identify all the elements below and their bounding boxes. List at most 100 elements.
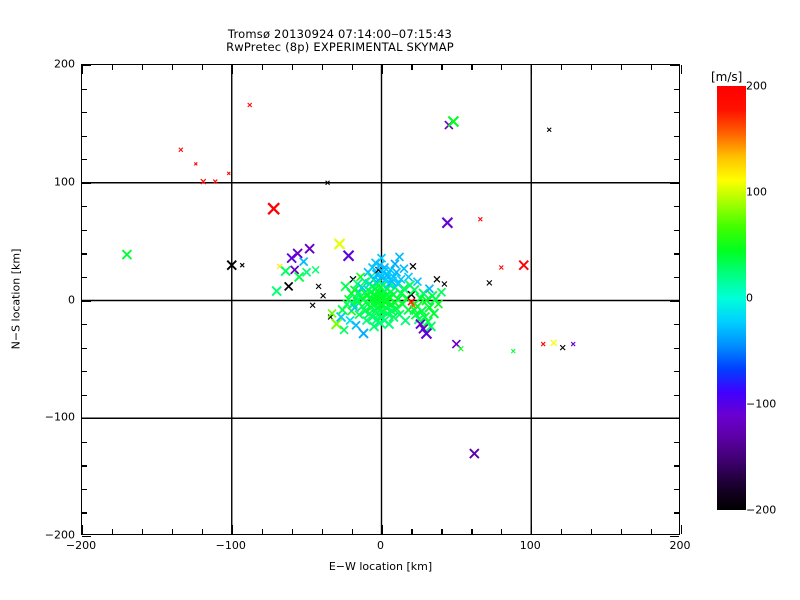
tick-mark (670, 418, 679, 420)
x-tick-label: 0 (377, 539, 384, 552)
tick-mark (411, 529, 413, 534)
tick-mark (621, 65, 623, 70)
x-tick-label: 100 (519, 539, 541, 552)
tick-mark (381, 65, 383, 74)
tick-mark (674, 512, 679, 514)
tick-mark (674, 324, 679, 326)
tick-mark (674, 371, 679, 373)
tick-mark (670, 536, 679, 538)
tick-mark (82, 135, 87, 137)
tick-mark (621, 529, 623, 534)
tick-mark (670, 182, 679, 184)
y-tick-label: −200 (44, 528, 75, 542)
tick-mark (674, 206, 679, 208)
tick-mark (531, 65, 533, 74)
tick-mark (674, 112, 679, 114)
tick-mark (82, 525, 84, 534)
tick-mark (82, 182, 91, 184)
tick-mark (471, 529, 473, 534)
tick-mark (82, 536, 91, 538)
tick-mark (351, 529, 353, 534)
tick-mark (82, 441, 87, 443)
tick-mark (231, 65, 233, 74)
tick-mark (261, 65, 263, 70)
plot-area (81, 64, 683, 538)
tick-mark (674, 276, 679, 279)
colorbar-tick-label: 200 (746, 79, 767, 93)
tick-mark (82, 65, 91, 67)
tick-mark (674, 394, 679, 396)
tick-mark (674, 488, 679, 491)
tick-mark (501, 529, 503, 534)
tick-mark (674, 347, 679, 349)
tick-mark (411, 65, 413, 70)
y-tick-label: 100 (54, 175, 75, 189)
colorbar-tick-label: 100 (746, 185, 767, 199)
colorbar-tick-label: −200 (746, 503, 777, 517)
tick-mark (531, 525, 533, 534)
tick-mark (321, 529, 323, 534)
tick-mark (681, 65, 683, 74)
title-line-1: Tromsø 20130924 07:14:00‒07:15:43 (227, 27, 453, 41)
tick-mark (674, 253, 679, 255)
tick-mark (111, 529, 114, 534)
tick-mark (82, 65, 84, 74)
tick-mark (351, 65, 353, 70)
tick-mark (674, 88, 679, 90)
tick-mark (681, 525, 683, 534)
tick-mark (651, 529, 653, 534)
tick-mark (591, 529, 593, 534)
tick-mark (561, 529, 563, 534)
tick-mark (171, 65, 174, 70)
tick-mark (670, 65, 679, 67)
tick-mark (261, 529, 263, 534)
tick-mark (674, 135, 679, 137)
colorbar (717, 86, 746, 510)
tick-mark (82, 371, 87, 373)
colorbar-tick-label: −100 (746, 397, 777, 411)
title-line-2: RwPretec (8p) EXPERIMENTAL SKYMAP (226, 40, 454, 54)
colorbar-unit-label: [m/s] (711, 70, 743, 84)
tick-mark (171, 529, 174, 534)
tick-mark (674, 441, 679, 443)
tick-mark (82, 159, 87, 161)
y-axis-title: N−S location [km] (9, 248, 23, 350)
scatter-canvas-wrap (82, 65, 679, 534)
tick-mark (441, 529, 443, 534)
tick-mark (674, 229, 679, 232)
tick-mark (82, 394, 87, 396)
tick-mark (651, 65, 653, 70)
tick-mark (501, 65, 503, 70)
tick-mark (201, 65, 203, 70)
tick-mark (441, 65, 443, 70)
x-tick-label: 200 (669, 539, 691, 552)
tick-mark (111, 65, 114, 70)
tick-mark (82, 418, 91, 420)
colorbar-tick-label: 0 (746, 291, 753, 305)
tick-mark (381, 525, 383, 534)
tick-mark (82, 324, 87, 326)
tick-mark (82, 512, 87, 514)
y-tick-label: 200 (54, 57, 75, 71)
tick-mark (82, 465, 87, 467)
tick-mark (674, 465, 679, 467)
tick-mark (82, 88, 87, 90)
y-tick-label: 0 (68, 293, 75, 306)
tick-mark (141, 529, 144, 534)
tick-mark (82, 229, 87, 232)
tick-mark (82, 112, 87, 114)
tick-mark (82, 206, 87, 208)
tick-mark (291, 65, 293, 70)
plot-title: Tromsø 20130924 07:14:00‒07:15:43 RwPret… (0, 28, 680, 54)
tick-mark (82, 253, 87, 255)
tick-mark (82, 300, 91, 302)
x-tick-label: −100 (215, 539, 246, 552)
tick-mark (471, 65, 473, 70)
tick-mark (561, 65, 563, 70)
tick-mark (591, 65, 593, 70)
tick-mark (670, 300, 679, 302)
y-tick-label: −100 (44, 410, 75, 424)
x-axis-title: E−W location [km] (328, 560, 433, 573)
tick-mark (201, 529, 203, 534)
scatter-points (121, 102, 576, 459)
